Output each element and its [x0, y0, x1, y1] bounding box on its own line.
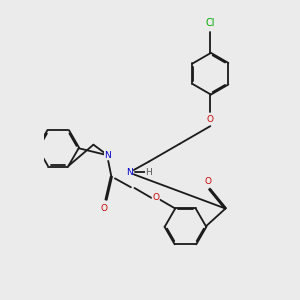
Text: N: N	[104, 151, 111, 160]
Text: N: N	[126, 168, 133, 177]
Text: O: O	[204, 177, 211, 186]
Text: O: O	[207, 115, 214, 124]
Text: O: O	[152, 194, 159, 202]
Text: O: O	[101, 204, 108, 213]
Text: Cl: Cl	[206, 18, 215, 28]
Text: H: H	[146, 168, 152, 177]
